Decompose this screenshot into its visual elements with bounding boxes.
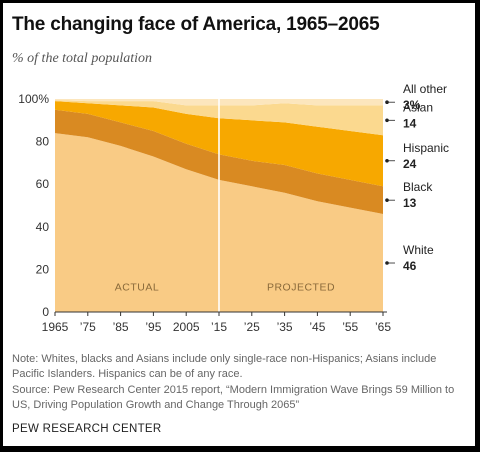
x-tick-label: ’45 bbox=[309, 320, 325, 334]
series-value-white: 46 bbox=[403, 259, 417, 273]
chart-note: Note: Whites, blacks and Asians include … bbox=[12, 353, 437, 380]
series-value-asian: 14 bbox=[403, 116, 417, 130]
y-tick-label: 20 bbox=[36, 262, 50, 276]
y-tick-label: 60 bbox=[36, 177, 50, 191]
series-value-hispanic: 24 bbox=[403, 157, 417, 171]
x-tick-label: ’85 bbox=[113, 320, 129, 334]
y-tick-label: 0 bbox=[42, 305, 49, 319]
series-value-black: 13 bbox=[403, 196, 417, 210]
y-tick-label: 80 bbox=[36, 135, 50, 149]
x-tick-label: ’25 bbox=[244, 320, 260, 334]
overlay-layer: ACTUAL PROJECTED bbox=[115, 93, 335, 312]
y-tick-label: 100% bbox=[18, 92, 49, 106]
series-name-white: White bbox=[403, 243, 434, 257]
x-tick-label: ’65 bbox=[375, 320, 391, 334]
x-tick-label: ’55 bbox=[342, 320, 358, 334]
annotation-projected: PROJECTED bbox=[267, 282, 335, 294]
series-name-black: Black bbox=[403, 180, 433, 194]
series-value-all-other: 3% bbox=[403, 98, 421, 112]
series-label-layer: White 46 Black 13 Hispanic 24 Asian 14 All other… bbox=[385, 82, 449, 273]
series-name-hispanic: Hispanic bbox=[403, 141, 449, 155]
axes-layer: 0 20 40 60 80 100% 1965 ’75 ’85 ’95 2005 ’15 ’25 ’35 ’… bbox=[18, 92, 391, 334]
series-name-all-other: All other bbox=[403, 82, 447, 96]
y-tick-label: 40 bbox=[36, 220, 50, 234]
chart-subtitle: % of the total population bbox=[12, 51, 152, 66]
x-tick-label: ’35 bbox=[277, 320, 293, 334]
series-name-asian: Asian bbox=[403, 100, 433, 114]
x-tick-label: 1965 bbox=[42, 320, 69, 334]
annotation-actual: ACTUAL bbox=[115, 282, 159, 294]
chart-title: The changing face of America, 1965–2065 bbox=[12, 14, 380, 35]
x-tick-label: ’95 bbox=[145, 320, 161, 334]
x-tick-label: 2005 bbox=[173, 320, 200, 334]
x-tick-label: ’15 bbox=[211, 320, 227, 334]
x-tick-label: ’75 bbox=[80, 320, 96, 334]
footer-credit: PEW RESEARCH CENTER bbox=[12, 423, 162, 435]
chart-source: Source: Pew Research Center 2015 report,… bbox=[12, 384, 455, 411]
chart-frame: The changing face of America, 1965–2065 … bbox=[3, 3, 475, 446]
chart-svg: ACTUAL PROJECTED 0 20 40 60 80 100% 1965 ’75 ’85 ’… bbox=[18, 82, 449, 334]
